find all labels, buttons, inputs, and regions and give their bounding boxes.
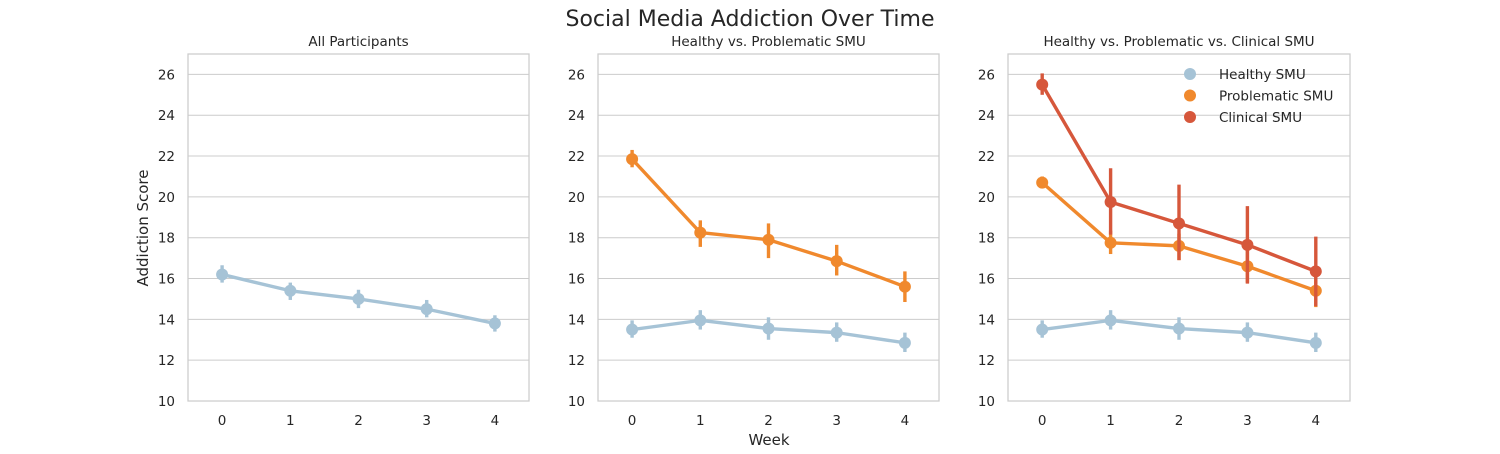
y-tick-label: 14 [568,312,585,328]
data-point [898,336,911,349]
y-tick-label: 10 [568,394,585,410]
x-tick-label: 2 [764,413,773,429]
y-tick-label: 22 [978,149,995,165]
y-tick-label: 14 [158,312,175,328]
panel-title: All Participants [308,34,408,50]
series-healthy-smu [1036,310,1322,353]
series-1 [216,265,501,332]
y-axis-label: Addiction Score [134,170,152,287]
series-2 [626,149,911,303]
y-tick-label: 18 [978,231,995,247]
x-tick-label: 3 [1243,413,1252,429]
x-tick-label: 0 [1038,413,1047,429]
data-point [626,323,639,336]
legend-marker [1184,111,1196,123]
panel-title: Healthy vs. Problematic vs. Clinical SMU [1043,34,1314,50]
legend-label: Problematic SMU [1219,89,1333,105]
panel-title: Healthy vs. Problematic SMU [671,34,866,50]
x-tick-label: 1 [286,413,295,429]
data-point [352,292,365,305]
y-tick-label: 16 [568,272,585,288]
y-tick-label: 12 [158,353,175,369]
y-tick-label: 16 [978,272,995,288]
x-tick-label: 0 [218,413,227,429]
x-tick-label: 4 [901,413,910,429]
x-tick-label: 0 [628,413,637,429]
data-point [694,314,707,327]
y-tick-label: 10 [978,394,995,410]
figure-title: Social Media Addiction Over Time [566,7,935,32]
x-tick-label: 4 [491,413,500,429]
data-point [1104,314,1117,327]
y-tick-label: 20 [568,190,585,206]
legend-label: Healthy SMU [1219,67,1306,83]
y-tick-label: 26 [978,67,995,83]
plot-frame [597,53,940,402]
data-point [830,255,843,268]
data-point [1241,326,1254,339]
y-tick-label: 20 [978,190,995,206]
y-tick-label: 10 [158,394,175,410]
x-tick-label: 2 [1175,413,1184,429]
x-tick-label: 4 [1312,413,1321,429]
data-point [420,303,433,316]
y-tick-label: 12 [978,353,995,369]
series-line [630,157,907,289]
y-tick-label: 22 [568,149,585,165]
data-point [830,326,843,339]
data-point [1104,195,1117,208]
data-point [898,280,911,293]
legend-marker [1184,68,1196,80]
data-point [762,233,775,246]
data-point [1036,78,1049,91]
data-point [1309,265,1322,278]
data-point [1173,322,1185,335]
y-tick-label: 22 [158,149,175,165]
y-tick-label: 18 [158,231,175,247]
data-point [1036,323,1049,336]
y-tick-label: 24 [568,108,585,124]
y-tick-label: 24 [158,108,175,124]
y-tick-label: 18 [568,231,585,247]
x-tick-label: 3 [832,413,841,429]
data-point [626,153,639,166]
data-point [284,284,297,297]
data-point [488,317,501,330]
legend-marker [1184,89,1196,102]
plot-frame [187,53,530,402]
legend: Healthy SMU Problematic SMU Clinical SMU [1184,67,1333,126]
y-tick-label: 12 [568,353,585,369]
data-point [1241,238,1254,251]
y-tick-label: 26 [568,67,585,83]
legend-label: Clinical SMU [1219,110,1302,126]
data-point [1104,236,1117,249]
data-point [762,322,775,335]
y-tick-label: 16 [158,272,175,288]
data-point [216,268,229,281]
data-point [1309,336,1322,349]
data-point [1036,176,1049,189]
y-tick-label: 26 [158,67,175,83]
x-tick-label: 3 [422,413,431,429]
plot-frame [1007,53,1351,402]
x-tick-label: 2 [354,413,363,429]
series-clinical-smu [1036,73,1322,307]
x-tick-label: 1 [1106,413,1115,429]
x-tick-label: 1 [696,413,705,429]
y-tick-label: 20 [158,190,175,206]
x-axis-label: Week [748,431,789,449]
y-tick-label: 24 [978,108,995,124]
series-1 [626,310,911,353]
data-point [694,226,707,239]
data-point [1173,217,1185,230]
y-tick-label: 14 [978,312,995,328]
